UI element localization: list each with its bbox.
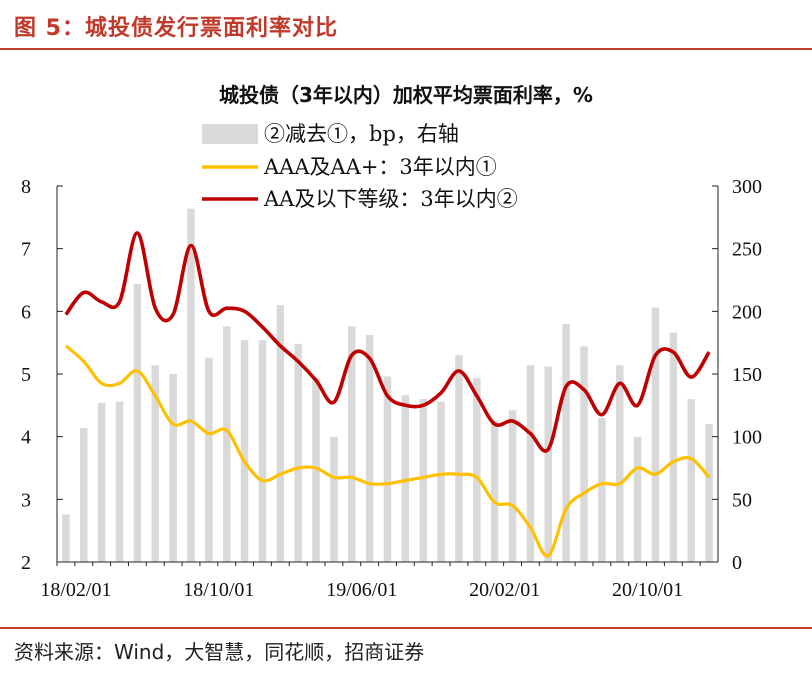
title-divider <box>0 48 812 50</box>
spread-bar <box>526 365 535 562</box>
right-tick-label: 200 <box>732 301 762 323</box>
legend-label: AAA及AA+：3年以内① <box>263 155 497 179</box>
spread-bar <box>669 332 678 562</box>
legend-label: AA及以下等级：3年以内② <box>263 187 518 211</box>
spread-bar <box>365 335 374 562</box>
spread-bar <box>169 374 177 562</box>
lines-layer <box>64 231 711 558</box>
spread-bar <box>151 365 159 562</box>
right-tick-label: 150 <box>732 364 762 386</box>
axes-layer: 2 3 4 5 6 7 8 0 50 100 150 200 250 300 18/02/01 18/10/0… <box>21 176 762 601</box>
left-tick-label: 4 <box>21 427 31 449</box>
source-note: 资料来源：Wind，大智慧，同花顺，招商证券 <box>14 640 425 664</box>
spread-bar <box>294 343 302 562</box>
left-tick-label: 8 <box>21 176 31 198</box>
chart-title: 城投债（3年以内）加权平均票面利率，% <box>219 83 593 107</box>
spread-bar <box>80 427 88 562</box>
spread-bar <box>687 399 695 562</box>
spread-bar <box>473 377 481 562</box>
spread-bar <box>580 346 588 562</box>
spread-bar <box>383 376 392 562</box>
spread-bar <box>455 355 463 562</box>
spread-bar <box>598 417 606 562</box>
spread-bar <box>133 283 142 562</box>
bars-layer <box>62 208 713 562</box>
aaa-rate-line <box>64 344 711 558</box>
spread-bar <box>544 366 552 562</box>
spread-bar <box>62 514 70 562</box>
spread-bar <box>419 399 427 562</box>
spread-bar <box>187 208 195 562</box>
x-tick-label: 20/10/01 <box>612 579 683 601</box>
spread-bar <box>348 326 356 562</box>
spread-bar <box>276 305 285 562</box>
left-tick-label: 2 <box>21 552 31 574</box>
spread-bar <box>508 410 517 562</box>
x-tick-label: 20/02/01 <box>469 579 540 601</box>
spread-bar <box>651 307 660 562</box>
left-tick-label: 6 <box>21 301 31 323</box>
legend: ②减去①，bp，右轴 AAA及AA+：3年以内① AA及以下等级：3年以内② <box>202 122 518 211</box>
left-tick-label: 7 <box>21 239 31 261</box>
x-tick-label: 19/06/01 <box>326 579 397 601</box>
x-tick-label: 18/10/01 <box>183 579 254 601</box>
spread-bar <box>616 365 624 562</box>
legend-label: ②减去①，bp，右轴 <box>264 122 459 146</box>
left-tick-label: 3 <box>21 489 31 511</box>
right-tick-label: 0 <box>732 552 742 574</box>
right-tick-label: 250 <box>732 239 762 261</box>
spread-bar <box>705 424 713 562</box>
right-tick-label: 300 <box>732 176 762 198</box>
x-tick-label: 18/02/01 <box>40 579 111 601</box>
spread-bar <box>223 326 231 562</box>
spread-bar <box>115 401 124 562</box>
spread-bar <box>205 357 213 562</box>
spread-bar <box>258 340 267 562</box>
left-tick-label: 5 <box>21 364 31 386</box>
right-tick-label: 100 <box>732 427 762 449</box>
spread-bar <box>437 401 445 562</box>
spread-bar <box>401 395 410 562</box>
spread-bar <box>330 436 338 562</box>
legend-bar-swatch <box>202 124 258 144</box>
spread-bar <box>97 402 106 562</box>
spread-bar <box>240 340 249 562</box>
spread-bar <box>562 323 570 562</box>
right-tick-label: 50 <box>732 489 752 511</box>
source-divider <box>0 627 812 629</box>
aa-rate-line <box>64 231 711 453</box>
spread-bar <box>633 436 642 562</box>
spread-bar <box>312 377 320 562</box>
figure-title: 图 5：城投债发行票面利率对比 <box>14 16 338 41</box>
spread-bar <box>490 420 499 562</box>
